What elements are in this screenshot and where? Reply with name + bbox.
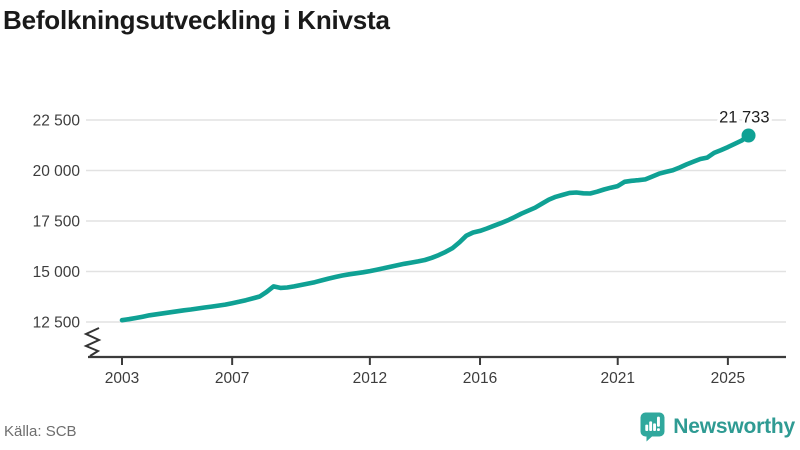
x-axis-tick-label: 2007 [215, 370, 249, 387]
axis-break-zigzag [83, 327, 102, 357]
y-axis-tick-label: 17 500 [33, 214, 81, 231]
y-axis-tick-label: 20 000 [33, 163, 81, 180]
newsworthy-speech-bubble-icon [640, 412, 665, 442]
x-axis-tick-label: 2016 [463, 370, 497, 387]
brand-wordmark: Newsworthy [673, 414, 795, 438]
x-axis-tick-label: 2012 [353, 370, 387, 387]
series-end-value-label: 21 733 [719, 108, 769, 126]
x-axis-tick-label: 2021 [600, 370, 634, 387]
y-axis-tick-label: 12 500 [33, 315, 81, 332]
source-label: Källa: SCB [4, 423, 77, 440]
y-axis-tick-label: 22 500 [33, 113, 81, 130]
x-axis-tick-label: 2003 [105, 370, 139, 387]
speech-bubble-shape [640, 412, 665, 442]
y-axis-tick-label: 15 000 [33, 264, 81, 281]
population-series-line [119, 133, 751, 323]
page-title: Befolkningsutveckling i Knivsta [3, 5, 390, 35]
x-axis-tick-label: 2025 [711, 370, 745, 387]
bar-chart-exclamation-glyph [645, 416, 661, 431]
newsworthy-logo[interactable]: Newsworthy [639, 411, 795, 442]
series-end-dot [741, 128, 756, 143]
